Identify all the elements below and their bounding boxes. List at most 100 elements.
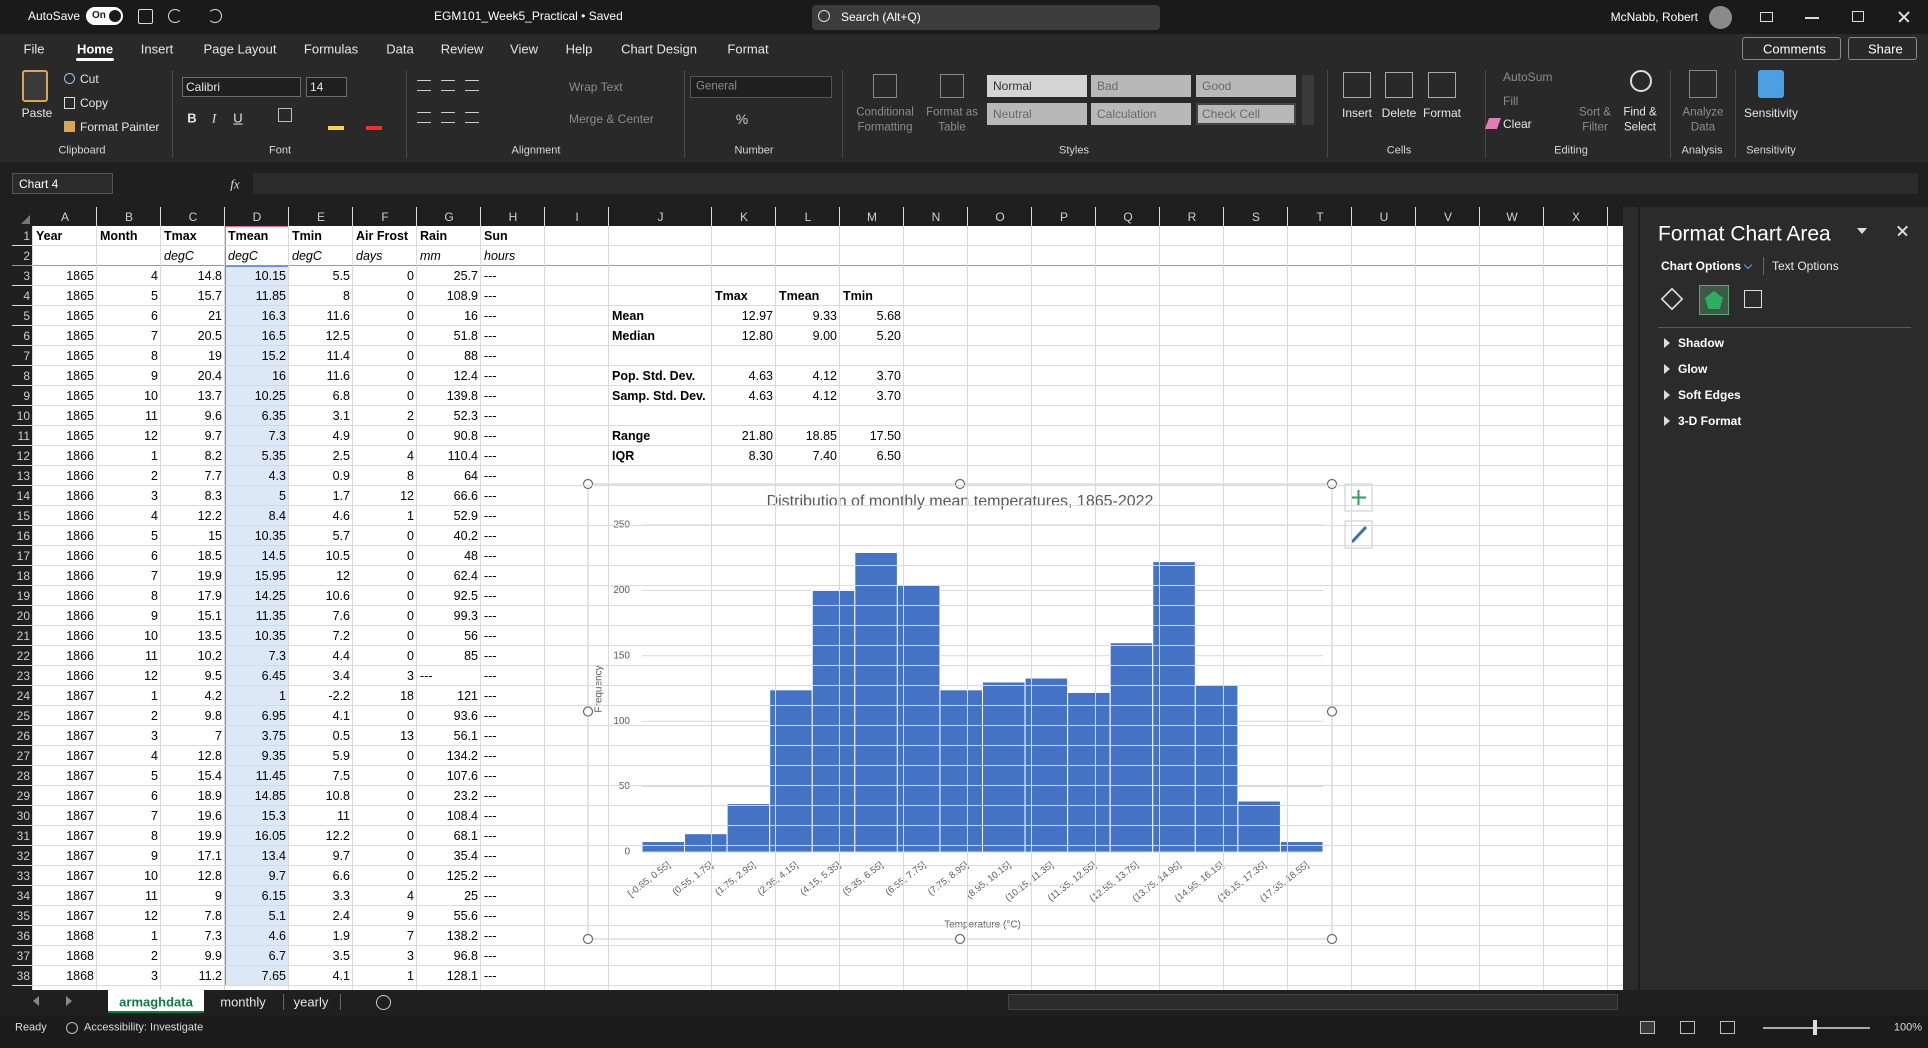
align-icon[interactable] [441,80,455,91]
cell[interactable]: Rain [420,228,448,243]
column-header[interactable]: E [316,210,326,224]
cell[interactable]: 0 [407,608,414,623]
cell[interactable]: Sun [484,228,508,243]
cell[interactable]: 15.3 [261,808,286,823]
cell[interactable]: 4 [151,268,158,283]
row-header[interactable]: 2 [23,249,30,263]
cell[interactable]: 1867 [66,868,94,883]
cell[interactable]: 11 [145,648,158,663]
cell[interactable]: --- [484,568,497,583]
cell[interactable]: --- [484,448,497,463]
cell[interactable]: 6.35 [261,408,286,423]
active-sheet-tab[interactable] [108,990,204,1013]
cell[interactable]: 1866 [66,608,94,623]
cell[interactable]: 1867 [66,788,94,803]
column-header[interactable]: X [1571,210,1581,224]
cell[interactable]: 4.6 [268,928,286,943]
cell[interactable]: 0.9 [332,468,350,483]
label[interactable]: 100% [1893,1021,1923,1034]
row-header[interactable]: 9 [23,389,30,403]
label[interactable]: Find & [1623,106,1657,119]
cell[interactable]: --- [484,848,497,863]
row-header[interactable]: 26 [16,729,30,743]
cell[interactable]: 4 [407,448,414,463]
cell[interactable]: 11 [145,408,158,423]
cell[interactable]: 10.15 [254,268,286,283]
row-header[interactable]: 22 [16,649,30,663]
cell[interactable]: 0 [407,368,414,383]
cell[interactable]: 7 [151,808,158,823]
cell[interactable]: --- [484,308,497,323]
size-icon[interactable] [1744,290,1762,308]
cell[interactable]: 1868 [66,948,94,963]
row-header[interactable]: 12 [16,449,30,463]
label[interactable]: Analyze [1682,106,1724,119]
cell[interactable]: 6.95 [261,708,286,723]
row-header[interactable]: 31 [16,829,30,843]
cell[interactable]: IQR [612,448,635,463]
row-header[interactable]: 16 [16,529,30,543]
cell[interactable]: 1865 [66,368,94,383]
horizontal-scrollbar[interactable] [1008,994,1618,1010]
cell[interactable]: 56 [464,628,478,643]
cell[interactable]: Mean [612,308,644,323]
cell[interactable]: 3.3 [332,888,350,903]
cell[interactable]: 1866 [66,568,94,583]
pane-section[interactable]: 3-D Format [1678,414,1742,428]
cell[interactable]: 108.9 [446,288,478,303]
row-header[interactable]: 13 [16,469,30,483]
cell[interactable]: --- [484,548,497,563]
pane-section[interactable]: Soft Edges [1678,388,1741,402]
cell[interactable]: 16 [464,308,478,323]
label[interactable]: Select [1624,121,1656,134]
cell[interactable]: 9.7 [204,428,222,443]
cell[interactable]: 40.2 [453,528,478,543]
tab-nav-left[interactable] [33,996,39,1006]
cell[interactable]: 1865 [66,388,94,403]
ribbon-tab[interactable]: View [510,41,538,57]
cell[interactable]: 1868 [66,928,94,943]
cell[interactable]: 3 [407,668,414,683]
cell[interactable]: --- [484,368,497,383]
cell[interactable]: 12.2 [325,828,350,843]
cell[interactable]: 5.68 [876,308,901,323]
cell[interactable]: --- [484,928,497,943]
align-icon[interactable] [417,112,431,123]
expand-arrow[interactable] [1664,364,1670,374]
label[interactable]: Cut [80,72,99,86]
cell[interactable]: 9 [151,608,158,623]
row-header[interactable]: 21 [16,629,30,643]
label[interactable]: Share [1868,41,1903,57]
cell[interactable]: 10 [144,388,158,403]
row-header[interactable]: 38 [16,969,30,983]
cell[interactable]: 7.40 [812,448,837,463]
sheet-tab[interactable]: yearly [293,994,329,1010]
label[interactable]: On [92,10,106,21]
cell[interactable]: --- [484,648,497,663]
cell[interactable]: --- [484,728,497,743]
cell[interactable]: 1867 [66,728,94,743]
ribbon-tab[interactable]: Review [440,41,484,57]
cell[interactable]: 11 [145,888,158,903]
cell[interactable]: 8.3 [204,488,222,503]
column-header[interactable]: N [931,210,941,224]
cell[interactable]: 18.85 [805,428,837,443]
cell-style-label[interactable]: Bad [1097,79,1119,93]
label[interactable]: Copy [80,96,109,110]
label[interactable]: Wrap Text [569,80,623,94]
expand-arrow[interactable] [1664,390,1670,400]
cell[interactable]: 14.25 [254,588,286,603]
cell[interactable]: 5 [151,768,158,783]
cell[interactable]: 92.5 [453,588,478,603]
cell[interactable]: 6 [151,788,158,803]
cell[interactable]: 88 [464,348,478,363]
label[interactable]: Text Options [1772,259,1839,273]
cell[interactable]: 3.4 [332,668,350,683]
cell[interactable]: 12.2 [197,508,222,523]
cell[interactable]: -2.2 [328,688,350,703]
cell[interactable]: Air Frost [356,228,409,243]
cell[interactable]: 134.2 [446,748,478,763]
cell[interactable]: --- [484,268,497,283]
column-header[interactable]: D [252,210,262,224]
cell[interactable]: 7.7 [204,468,222,483]
